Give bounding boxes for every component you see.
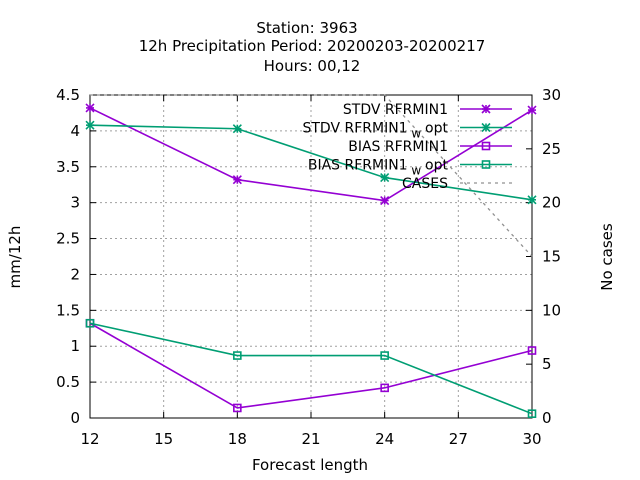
data-point (232, 175, 242, 185)
y-tick-label: 1.5 (56, 301, 80, 319)
y-tick-label: 3.5 (56, 158, 80, 176)
legend-marker (481, 104, 491, 114)
x-tick-label: 27 (449, 430, 468, 448)
data-point (232, 124, 242, 134)
series-line-0 (89, 107, 533, 202)
data-point (233, 351, 242, 360)
y-axis-label: mm/12h (6, 226, 24, 289)
y-axis-ticks: 0 0.5 1 1.5 2 2.5 3 3.5 4 4.5 (56, 86, 96, 427)
series-line-3 (89, 322, 533, 415)
data-point (380, 195, 390, 206)
title-line-3: Hours: 00,12 (264, 57, 361, 75)
y-tick-label: 2 (70, 265, 80, 283)
legend-marker (481, 160, 491, 169)
x-tick-label: 12 (80, 430, 99, 448)
y2-tick-label: 15 (542, 248, 561, 266)
y-tick-label: 3 (70, 194, 80, 212)
x-axis-ticks: 12 15 18 21 24 27 30 (80, 95, 542, 448)
y2-axis-ticks: 0 5 10 15 20 25 30 (526, 86, 561, 427)
data-point (380, 351, 389, 360)
y2-axis-label: No cases (598, 223, 616, 291)
y2-tick-label: 10 (542, 301, 561, 319)
x-tick-label: 24 (375, 430, 394, 448)
data-point (85, 103, 95, 113)
data-point (85, 318, 95, 328)
series-line-1 (89, 124, 533, 201)
legend-marker (481, 122, 491, 133)
y2-tick-label: 0 (542, 409, 552, 427)
y2-tick-label: 20 (542, 194, 561, 212)
y2-tick-label: 30 (542, 86, 561, 104)
legend-label: STDV RFRMIN1 (343, 102, 448, 118)
data-point (380, 172, 390, 183)
y-tick-label: 0 (70, 409, 80, 427)
x-tick-label: 21 (301, 430, 320, 448)
x-axis-label: Forecast length (252, 456, 368, 474)
series-layer (85, 94, 537, 418)
data-point (233, 403, 242, 413)
x-tick-label: 15 (154, 430, 173, 448)
data-point (527, 346, 537, 355)
legend-label: STDV RFRMIN1 w opt (302, 121, 448, 141)
data-point (380, 383, 389, 393)
series-line-2 (89, 322, 533, 409)
x-tick-label: 30 (522, 430, 541, 448)
y-tick-label: 1 (70, 337, 80, 355)
data-point (527, 105, 537, 115)
y-tick-label: 2.5 (56, 230, 80, 248)
chart-title: Station: 3963 12h Precipitation Period: … (139, 19, 486, 75)
data-point (527, 195, 537, 205)
legend-label: CASES (402, 176, 448, 192)
x-tick-label: 18 (228, 430, 247, 448)
y2-tick-label: 25 (542, 140, 561, 158)
y-tick-label: 4 (70, 122, 80, 140)
data-point (85, 120, 95, 130)
legend-label: BIAS RFRMIN1 (348, 139, 448, 155)
title-line-1: Station: 3963 (256, 19, 357, 37)
y2-tick-label: 5 (542, 355, 552, 373)
data-point (527, 409, 537, 418)
grid-lines (90, 95, 532, 418)
title-line-2: 12h Precipitation Period: 20200203-20200… (139, 37, 486, 55)
legend-marker (481, 141, 491, 151)
y-tick-label: 0.5 (56, 373, 80, 391)
y-tick-label: 4.5 (56, 86, 80, 104)
